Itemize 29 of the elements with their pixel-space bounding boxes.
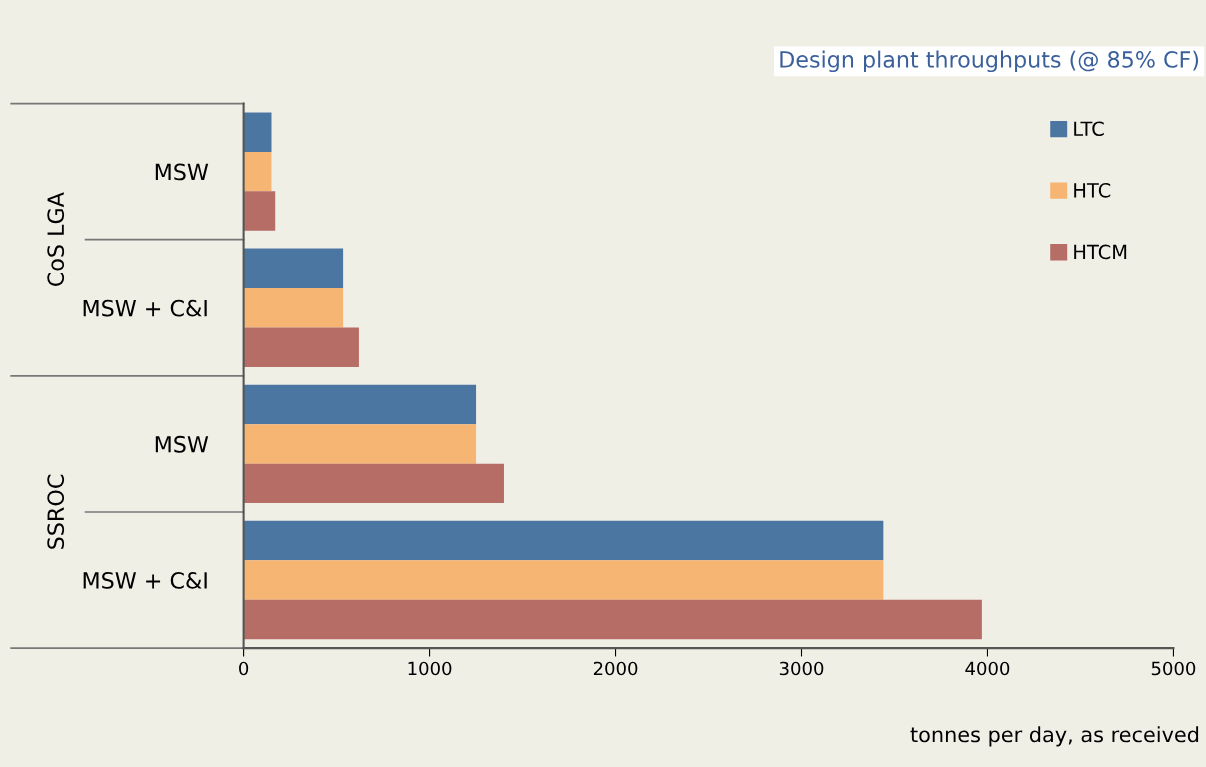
x-tick-label: 2000: [593, 661, 638, 676]
bar: [243, 327, 359, 367]
x-axis-title: tonnes per day, as received: [910, 726, 1199, 747]
x-tick-label: 5000: [1151, 661, 1196, 676]
bar: [243, 384, 477, 425]
bar: [243, 248, 344, 289]
bar: [243, 560, 884, 600]
y-tick-label: MSW: [155, 435, 209, 453]
chart-title: Design plant throughputs (@ 85% CF): [780, 50, 1199, 73]
y-tick-label: MSW + C&I: [83, 571, 207, 589]
text: SSROC: [47, 474, 65, 549]
y-tick-label: MSW + C&I: [83, 299, 207, 317]
bar: [243, 424, 477, 464]
bar: [243, 520, 884, 561]
bar: [243, 463, 504, 504]
legend-label: HTCM: [1074, 244, 1127, 260]
bar: [243, 151, 272, 192]
text: CoS LGA: [47, 192, 65, 286]
legend-label: LTC: [1074, 121, 1104, 137]
bar: [243, 599, 982, 640]
legend-label: HTC: [1074, 182, 1111, 198]
x-tick-label: 1000: [408, 661, 452, 676]
bar: [243, 191, 276, 231]
y-tick-label: MSW: [155, 163, 209, 181]
x-tick-label: 0: [239, 661, 249, 676]
bar: [243, 288, 344, 328]
bar: [243, 112, 272, 152]
x-tick-label: 3000: [779, 661, 824, 676]
x-tick-label: 4000: [965, 661, 1010, 676]
